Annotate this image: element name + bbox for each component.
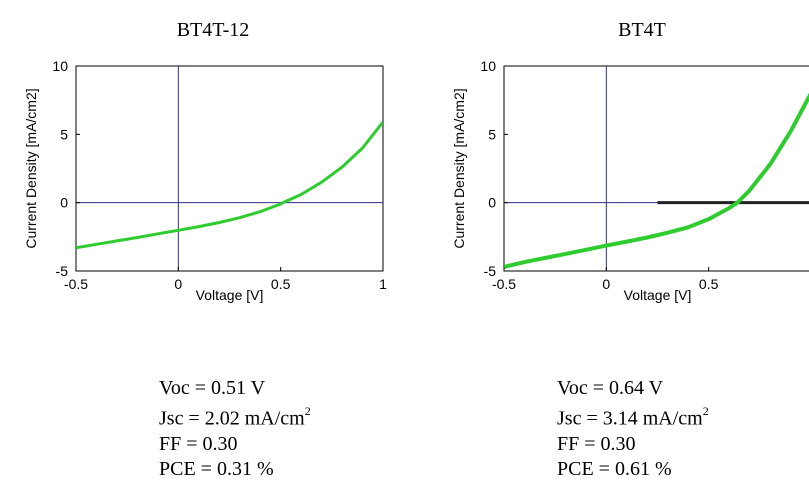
chart-title: BT4T-12 (177, 19, 250, 41)
jv-curve (504, 92, 809, 269)
metrics-bt4t: Voc = 0.64 V Jsc = 3.14 mA/cm2 FF = 0.30… (557, 376, 709, 482)
y-tick-label-10: 10 (52, 58, 68, 74)
pce-value: PCE = 0.31 % (159, 457, 274, 480)
chart-panel-bt4t: BT4T -5 0 5 10 -0.5 0 0.5 Voltage [V] Current Den… (451, 19, 809, 303)
jsc-text: Jsc = 2.02 mA/cm (159, 407, 305, 430)
ff-value: FF = 0.30 (557, 432, 636, 455)
y-axis-label: Current Density [mA/cm2] (23, 88, 39, 248)
y-axis-label: Current Density [mA/cm2] (451, 88, 467, 248)
voc-value: Voc = 0.51 V (159, 377, 266, 399)
x-tick-label-0-5: 0.5 (271, 276, 291, 292)
ff-value: FF = 0.30 (159, 432, 238, 455)
jsc-value: Jsc = 2.02 mA/cm2 (159, 401, 311, 432)
y-tick-label-5: 5 (488, 126, 496, 142)
voc-value: Voc = 0.64 V (557, 377, 664, 399)
y-tick-label-0: 0 (488, 195, 496, 211)
y-tick-label-5: -5 (484, 263, 497, 279)
chart-title: BT4T (618, 19, 666, 41)
jsc-exponent: 2 (304, 404, 311, 418)
x-tick-label-0: 0 (602, 276, 610, 292)
jsc-value: Jsc = 3.14 mA/cm2 (557, 401, 709, 432)
x-tick-label-0-5: 0.5 (699, 276, 719, 292)
x-tick-label-0-5: -0.5 (64, 276, 88, 292)
metrics-bt4t-12: Voc = 0.51 V Jsc = 2.02 mA/cm2 FF = 0.30… (159, 376, 311, 482)
chart-panel-bt4t-12: BT4T-12 -5 0 5 10 -0.5 0 0.5 1 Voltage [V] Current… (23, 19, 387, 303)
y-tick-label-5: -5 (56, 263, 69, 279)
jsc-text: Jsc = 3.14 mA/cm (557, 407, 703, 430)
plot-frame (75, 65, 384, 272)
jv-curve (76, 121, 383, 250)
y-tick-label-10: 10 (480, 58, 496, 74)
x-axis-label: Voltage [V] (196, 287, 264, 303)
y-tick-label-5: 5 (60, 126, 68, 142)
x-axis-label: Voltage [V] (624, 287, 692, 303)
jsc-exponent: 2 (702, 404, 709, 418)
x-tick-label-0: 0 (174, 276, 182, 292)
pce-value: PCE = 0.61 % (557, 457, 672, 480)
plot-frame (503, 65, 809, 272)
y-tick-label-0: 0 (60, 195, 68, 211)
x-tick-label-1: 1 (379, 276, 387, 292)
x-tick-label-0-5: -0.5 (492, 276, 516, 292)
